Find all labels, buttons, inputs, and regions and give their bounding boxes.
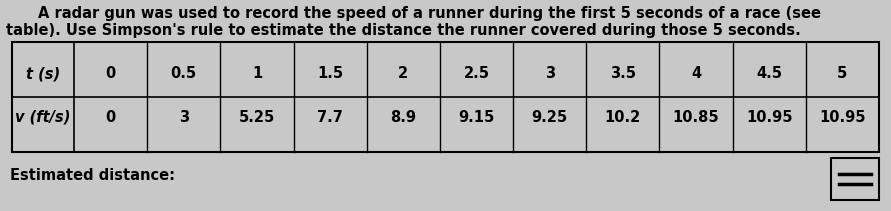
Text: A radar gun was used to record the speed of a runner during the first 5 seconds : A radar gun was used to record the speed… [38, 6, 821, 21]
Text: 7.7: 7.7 [317, 110, 343, 124]
Text: t (s): t (s) [26, 66, 60, 81]
Text: 3.5: 3.5 [609, 66, 636, 81]
Text: Estimated distance:: Estimated distance: [10, 168, 175, 183]
Text: 9.15: 9.15 [458, 110, 495, 124]
Text: 2: 2 [398, 66, 408, 81]
Text: 3: 3 [544, 66, 555, 81]
Text: 3: 3 [179, 110, 189, 124]
Text: 10.95: 10.95 [819, 110, 866, 124]
Text: 4: 4 [691, 66, 701, 81]
Text: 5.25: 5.25 [239, 110, 275, 124]
Bar [12, 42, 879, 152]
Text: 1: 1 [252, 66, 262, 81]
Text: 4.5: 4.5 [756, 66, 782, 81]
Text: 10.2: 10.2 [605, 110, 641, 124]
Text: 1.5: 1.5 [317, 66, 343, 81]
Text: 0.5: 0.5 [171, 66, 197, 81]
Text: 0: 0 [105, 110, 116, 124]
Text: 0: 0 [105, 66, 116, 81]
Bar [831, 158, 879, 200]
Text: 10.85: 10.85 [673, 110, 719, 124]
Text: v (ft/s): v (ft/s) [15, 110, 70, 124]
Text: 2.5: 2.5 [463, 66, 489, 81]
Text: 5: 5 [838, 66, 847, 81]
Text: 10.95: 10.95 [746, 110, 792, 124]
Text: 9.25: 9.25 [532, 110, 568, 124]
Text: 8.9: 8.9 [390, 110, 416, 124]
Text: table). Use Simpson's rule to estimate the distance the runner covered during th: table). Use Simpson's rule to estimate t… [6, 23, 801, 38]
